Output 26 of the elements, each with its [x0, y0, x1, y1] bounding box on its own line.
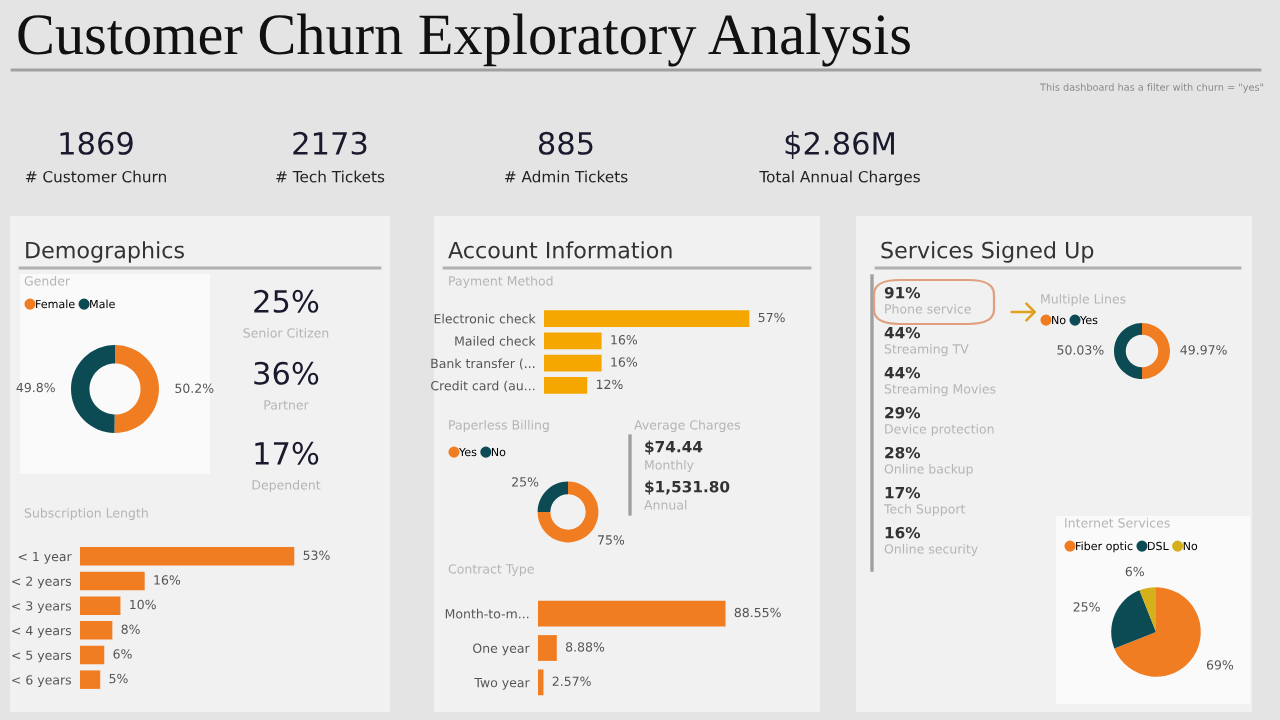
pie-slice — [1139, 587, 1156, 632]
donut-slice — [71, 345, 115, 433]
bar — [80, 645, 105, 665]
donut-slice — [114, 345, 159, 433]
donut-slice — [537, 481, 568, 512]
bar — [80, 596, 121, 615]
donut-slice — [1142, 323, 1170, 379]
bar — [80, 621, 113, 640]
text: 885 — [538, 131, 593, 155]
donut-slice — [1114, 323, 1143, 379]
donut-slice — [537, 481, 599, 543]
text: Services Signed Up — [881, 241, 1094, 263]
bar — [80, 547, 295, 566]
text: 17% — [255, 441, 319, 465]
text: Account Information — [448, 241, 672, 259]
text: 1869 — [60, 131, 133, 155]
bar — [80, 571, 145, 591]
text: 25% — [254, 289, 319, 313]
text: 36% — [254, 361, 319, 385]
text: $2.86M — [785, 131, 894, 159]
text: Customer Churn Exploratory Analysis — [18, 13, 910, 67]
text: Demographics — [26, 241, 184, 263]
pie-slice — [1114, 587, 1201, 677]
bar — [80, 670, 101, 689]
text: 2173 — [293, 131, 367, 155]
pie-slice — [1111, 590, 1156, 649]
